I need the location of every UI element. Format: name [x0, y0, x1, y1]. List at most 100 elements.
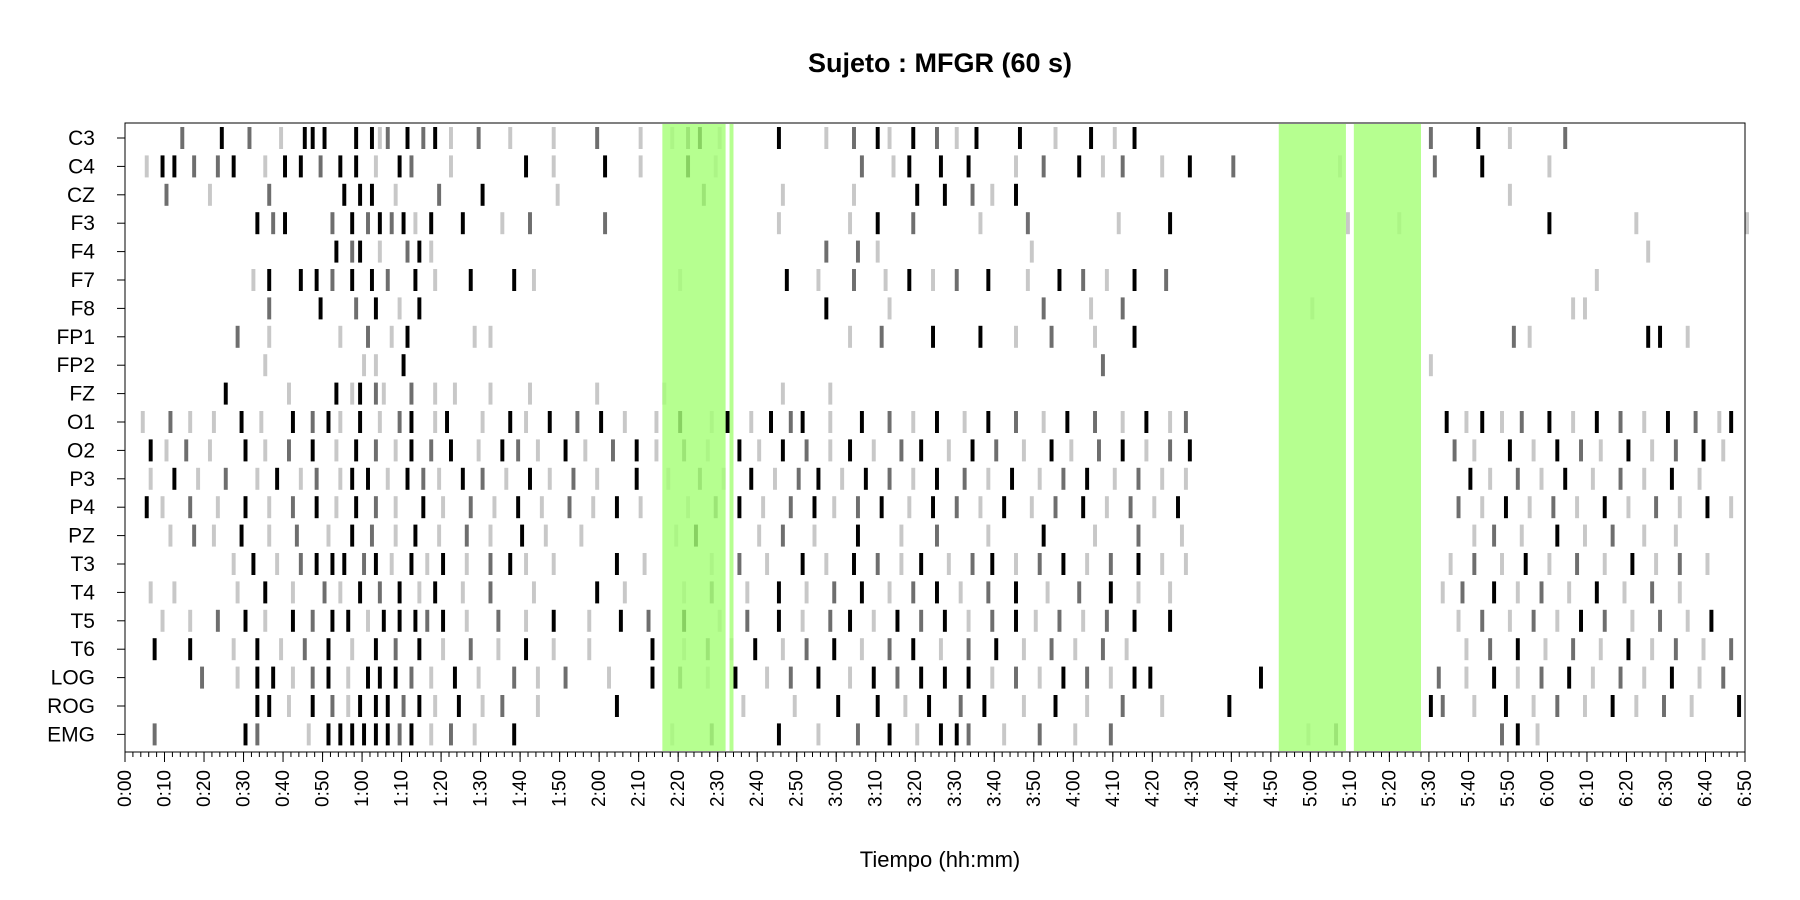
heatmap-cell [832, 638, 837, 661]
heatmap-cell [1709, 609, 1714, 632]
heatmap-cell [354, 297, 359, 320]
heatmap-cell [1037, 666, 1042, 689]
heatmap-cell [1729, 411, 1734, 433]
heatmap-cell [460, 467, 465, 490]
heatmap-cell [765, 553, 770, 575]
heatmap-cell [1440, 695, 1445, 717]
heatmap-cell [607, 666, 611, 689]
heatmap-cell [354, 127, 359, 149]
heatmap-cell [243, 723, 248, 746]
heatmap-cell [1025, 269, 1030, 291]
heatmap-cell [824, 297, 829, 320]
heatmap-cell [354, 155, 359, 178]
heatmap-cell [942, 666, 947, 689]
heatmap-cell [168, 411, 173, 433]
heatmap-cell [1452, 439, 1457, 462]
x-tick-label: 6:40 [1695, 770, 1716, 807]
heatmap-cell [571, 467, 576, 490]
heatmap-cell [1618, 467, 1623, 490]
heatmap-cell [290, 609, 295, 632]
heatmap-cell [330, 553, 335, 575]
heatmap-cell [1658, 325, 1663, 348]
heatmap-cell [1065, 411, 1070, 433]
heatmap-cell [235, 581, 240, 604]
heatmap-cell [346, 609, 351, 632]
plot-frame [124, 122, 1746, 753]
heatmap-cell [1132, 127, 1137, 149]
heatmap-cell [1650, 439, 1655, 462]
heatmap-cell [812, 524, 817, 547]
heatmap-cell [397, 609, 402, 632]
heatmap-cell [433, 269, 438, 291]
heatmap-cell [942, 609, 947, 632]
heatmap-cell [389, 553, 394, 575]
heatmap-cell [346, 666, 351, 689]
heatmap-cell [583, 439, 588, 462]
heatmap-cell [1492, 524, 1497, 547]
heatmap-cell [338, 467, 343, 490]
heatmap-cell [318, 297, 323, 320]
heatmap-cell [488, 382, 493, 405]
heatmap-cell [1701, 638, 1706, 661]
heatmap-cell [745, 581, 750, 604]
heatmap-cell [1571, 638, 1576, 661]
heatmap-cell [761, 496, 766, 519]
heatmap-cell [1460, 581, 1465, 604]
heatmap-cell [919, 553, 924, 575]
heatmap-cell [247, 127, 252, 149]
heatmap-cell [1567, 581, 1572, 604]
x-tick-label: 5:00 [1300, 770, 1321, 807]
heatmap-cell [1077, 581, 1082, 604]
heatmap-cell [1428, 695, 1433, 717]
heatmap-cell [255, 723, 260, 746]
heatmap-cell [1057, 609, 1062, 632]
heatmap-cell [496, 638, 501, 661]
channel-label: EMG [47, 723, 95, 746]
heatmap-cell [1010, 467, 1015, 490]
heatmap-cell [1673, 439, 1678, 462]
heatmap-cell [946, 553, 951, 575]
heatmap-cell [172, 155, 177, 178]
heatmap-cell [899, 524, 904, 547]
heatmap-cell [255, 212, 260, 235]
heatmap-cell [1555, 524, 1560, 547]
heatmap-cell [1069, 439, 1074, 462]
heatmap-cell [468, 496, 473, 519]
heatmap-cell [887, 723, 892, 746]
heatmap-cell [587, 609, 592, 632]
heatmap-cell [1116, 212, 1121, 235]
heatmap-cell [1176, 496, 1180, 519]
heatmap-cell [780, 638, 785, 661]
heatmap-cell [938, 155, 943, 178]
heatmap-cell [409, 382, 414, 405]
heatmap-cell [441, 496, 446, 519]
heatmap-cell [1539, 467, 1544, 490]
heatmap-cell [859, 155, 864, 178]
heatmap-cell [397, 411, 402, 433]
heatmap-cell [1168, 439, 1173, 462]
heatmap-cell [385, 467, 390, 490]
heatmap-cell [417, 581, 422, 604]
heatmap-cell [358, 695, 363, 717]
heatmap-cell [531, 269, 536, 291]
heatmap-cell [148, 439, 153, 462]
heatmap-cell [1112, 127, 1117, 149]
heatmap-cell [800, 609, 805, 632]
heatmap-cell [848, 325, 853, 348]
heatmap-cell [334, 240, 339, 263]
heatmap-cell [737, 553, 742, 575]
heatmap-cell [1583, 524, 1587, 547]
heatmap-cell [1511, 325, 1516, 348]
heatmap-cell [911, 212, 916, 235]
heatmap-cell [871, 609, 876, 632]
heatmap-cell [978, 325, 983, 348]
heatmap-cell [1053, 127, 1058, 149]
heatmap-cell [1456, 609, 1461, 632]
heatmap-cell [1077, 155, 1082, 178]
heatmap-cell [287, 695, 291, 717]
heatmap-cell [326, 723, 331, 746]
heatmap-cell [464, 553, 469, 575]
heatmap-cell [322, 581, 327, 604]
heatmap-cell [1547, 411, 1552, 433]
heatmap-cell [437, 524, 442, 547]
